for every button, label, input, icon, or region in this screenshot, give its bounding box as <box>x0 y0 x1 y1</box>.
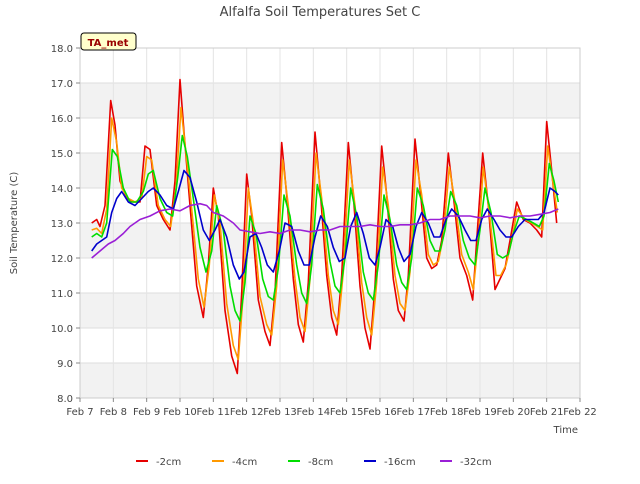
band <box>80 153 580 188</box>
band <box>80 48 580 83</box>
x-axis: Feb 7 Feb 8 Feb 9 Feb 10 Feb 11 Feb 12 Feb 13 F… <box>66 398 597 418</box>
legend: -2cm -4cm -8cm -16cm -32cm <box>136 457 492 468</box>
y-axis: 8.0 9.0 10.0 11.0 12.0 13.0 14.0 15.0 16.0 17.0 18… <box>51 44 80 405</box>
x-tick-label: Feb 18 <box>430 407 464 418</box>
x-tick-label: Feb 15 <box>330 407 364 418</box>
x-tick-label: Feb 12 <box>230 407 264 418</box>
band <box>80 223 580 258</box>
legend-label: -8cm <box>308 457 333 468</box>
y-tick-label: 13.0 <box>51 219 73 230</box>
series-line-minus32cm <box>91 202 559 259</box>
x-tick-label: Feb 22 <box>563 407 597 418</box>
x-tick-label: Feb 9 <box>133 407 160 418</box>
x-tick-label: Feb 16 <box>363 407 397 418</box>
y-tick-label: 15.0 <box>51 149 73 160</box>
x-tick-label: Feb 21 <box>530 407 564 418</box>
y-axis-label: Soil Temperature (C) <box>9 172 20 275</box>
band <box>80 328 580 363</box>
x-tick-label: Feb 11 <box>197 407 231 418</box>
series-line-minus2cm <box>91 78 558 375</box>
band <box>80 118 580 153</box>
y-tick-label: 18.0 <box>51 44 73 55</box>
legend-label: -2cm <box>156 457 181 468</box>
chart-title: Alfalfa Soil Temperatures Set C <box>220 5 421 20</box>
x-tick-label: Feb 13 <box>263 407 297 418</box>
x-tick-label: Feb 8 <box>100 407 127 418</box>
x-tick-label: Feb 7 <box>66 407 93 418</box>
x-tick-label: Feb 19 <box>463 407 497 418</box>
x-tick-label: Feb 10 <box>163 407 197 418</box>
x-tick-label: Feb 20 <box>497 407 531 418</box>
legend-label: -16cm <box>384 457 416 468</box>
legend-label: -32cm <box>460 457 492 468</box>
band <box>80 83 580 118</box>
y-tick-label: 10.0 <box>51 324 73 335</box>
series-lines <box>91 78 560 375</box>
y-tick-label: 9.0 <box>57 359 73 370</box>
band <box>80 363 580 398</box>
legend-label: -4cm <box>232 457 257 468</box>
y-tick-label: 14.0 <box>51 184 73 195</box>
series-line-minus16cm <box>91 169 559 280</box>
y-tick-label: 11.0 <box>51 289 73 300</box>
x-axis-label: Time <box>553 425 578 436</box>
y-tick-label: 8.0 <box>57 394 73 405</box>
y-tick-label: 17.0 <box>51 79 73 90</box>
y-tick-label: 16.0 <box>51 114 73 125</box>
x-tick-label: Feb 14 <box>297 407 331 418</box>
ta-met-badge: TA_met <box>80 32 137 51</box>
y-tick-label: 12.0 <box>51 254 73 265</box>
x-tick-label: Feb 17 <box>397 407 431 418</box>
badge-label: TA_met <box>88 38 129 49</box>
plot-background <box>80 48 580 398</box>
